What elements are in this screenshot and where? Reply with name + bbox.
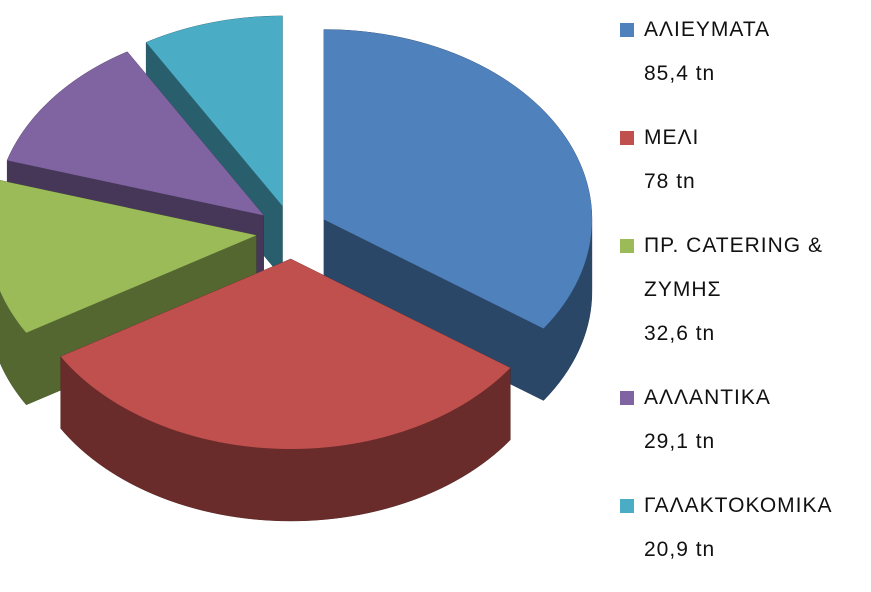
legend-entry: ΑΛΙΕΥΜΑΤΑ 85,4 tn [620, 8, 865, 96]
legend-swatch [620, 239, 634, 253]
legend-swatch [620, 23, 634, 37]
legend-label: ΑΛΛΑΝΤΙΚΑ [644, 386, 771, 409]
legend-swatch [620, 391, 634, 405]
legend-entry: ΑΛΛΑΝΤΙΚΑ 29,1 tn [620, 376, 865, 464]
slice [146, 15, 283, 206]
legend: ΑΛΙΕΥΜΑΤΑ 85,4 tn ΜΕΛΙ 78 tn ΠΡ. CATERING & … [620, 8, 865, 592]
legend-label: ΜΕΛΙ [644, 126, 700, 149]
legend-label: ΠΡ. CATERING & ΖΥΜΗΣ [644, 234, 823, 301]
legend-swatch [620, 131, 634, 145]
value-label: 78 tn [644, 170, 696, 193]
value-label: 32,6 tn [644, 322, 716, 345]
value-label: 20,9 tn [644, 538, 716, 561]
value-label: 85,4 tn [644, 62, 716, 85]
slice [0, 180, 257, 333]
legend-entry: ΠΡ. CATERING & ΖΥΜΗΣ 32,6 tn [620, 224, 865, 356]
legend-swatch [620, 499, 634, 513]
pie-plot [0, 15, 593, 522]
legend-entry: ΜΕΛΙ 78 tn [620, 116, 865, 204]
slice [60, 258, 511, 449]
legend-label: ΓΑΛΑΚΤΟΚΟΜΙΚΑ [644, 494, 833, 517]
slice [323, 29, 592, 329]
slice [7, 51, 264, 216]
legend-entry: ΓΑΛΑΚΤΟΚΟΜΙΚΑ 20,9 tn [620, 484, 865, 572]
legend-label: ΑΛΙΕΥΜΑΤΑ [644, 18, 771, 41]
value-label: 29,1 tn [644, 430, 716, 453]
